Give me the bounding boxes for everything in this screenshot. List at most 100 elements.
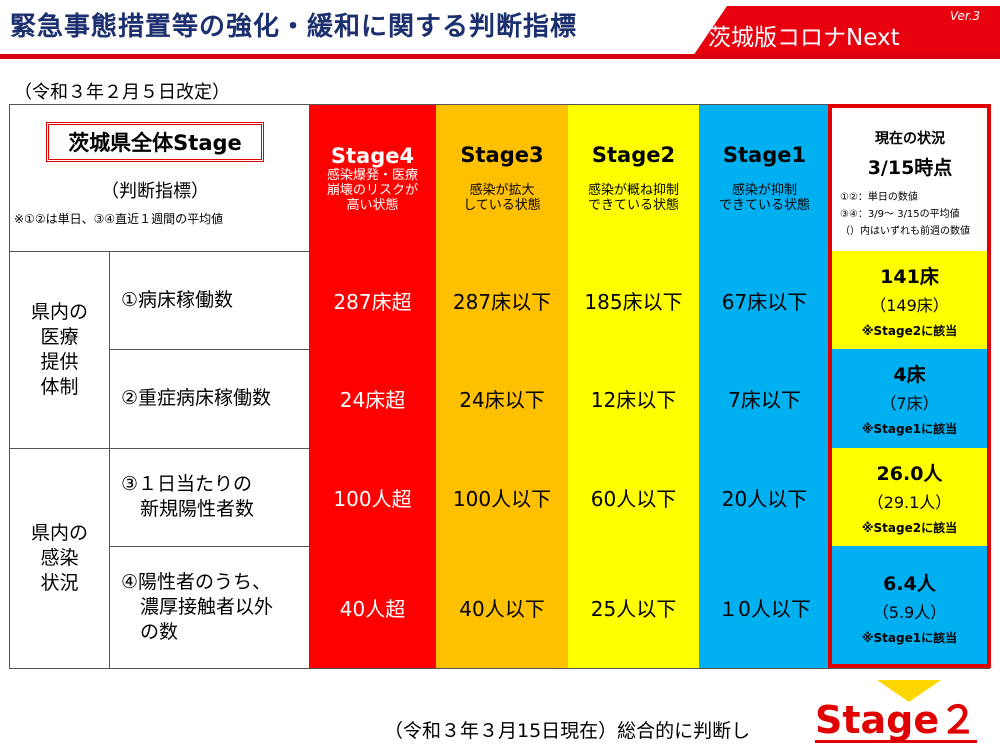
stage1-desc-line: 感染が抑制 (731, 183, 797, 198)
threshold-value: 287床超 (333, 289, 412, 314)
stage2-desc-line: 感染が概ね抑制 (587, 183, 679, 198)
threshold-value: 40人以下 (459, 596, 545, 621)
value-cell-stage3: 40人以下 (436, 546, 569, 669)
brand-version: Ver.3 (950, 9, 981, 23)
row-label-new-positives: ③１日当たりの 新規陽性者数 (109, 448, 310, 547)
group-label-line: 感染 (40, 546, 79, 569)
threshold-value: 100人超 (333, 486, 412, 511)
threshold-value: 40人超 (339, 596, 406, 621)
value-cell-stage2: 185床以下 (568, 251, 700, 350)
group-label-line: 県内の (30, 521, 88, 544)
stage3-desc-line: 感染が拡大 (469, 183, 535, 198)
value-cell-stage1: １0人以下 (699, 546, 831, 669)
current-stage-note: ※Stage2に該当 (861, 520, 958, 535)
average-note: ※①②は単日、③④直近１週間の平均値 (14, 212, 224, 226)
stage2-desc-line: できている状態 (587, 198, 679, 213)
row-label-line: 濃厚接触者以外 (121, 595, 274, 618)
previous-week-value: （7床） (880, 394, 939, 413)
threshold-value: １0人以下 (718, 596, 811, 621)
group-label-line: 県内の (30, 300, 88, 323)
current-value-cell: 26.0人 （29.1人） ※Stage2に該当 (830, 448, 990, 547)
group-infection-status: 県内の 感染 状況 (9, 448, 110, 669)
stage3-name: Stage3 (460, 143, 544, 167)
prefecture-stage-label: 茨城県全体Stage (46, 122, 264, 162)
revision-date: （令和３年２月５日改定） (14, 82, 230, 103)
threshold-value: 24床以下 (459, 388, 545, 412)
stage4-header: Stage4 感染爆発・医療 崩壊のリスクが 高い状態 (309, 104, 437, 252)
previous-week-value: （149床） (870, 295, 949, 315)
threshold-value: 185床以下 (584, 289, 683, 314)
current-value-cell: 4床 （7床） ※Stage1に該当 (830, 349, 990, 449)
current-stage-note: ※Stage1に該当 (861, 422, 958, 436)
current-value-cell: 141床 （149床） ※Stage2に該当 (830, 251, 990, 350)
stage3-desc-line: している状態 (463, 198, 541, 213)
current-value-cell: 6.4人 （5.9人） ※Stage1に該当 (830, 546, 990, 669)
group-medical-system: 県内の 医療 提供 体制 (9, 251, 110, 449)
value-cell-stage4: 24床超 (309, 349, 437, 449)
stage1-name: Stage1 (722, 143, 807, 167)
threshold-value: 12床以下 (590, 388, 677, 412)
row-label-non-contact-positives: ④陽性者のうち、 濃厚接触者以外 の数 (109, 546, 310, 669)
current-status-note: ①②：単日の数値 (840, 192, 918, 203)
down-arrow-icon (877, 680, 941, 702)
stage4-desc-line: 崩壊のリスクが (326, 182, 418, 198)
group-label-line: 提供 (40, 350, 79, 373)
current-status-date: 3/15時点 (867, 157, 953, 179)
stage4-desc-line: 感染爆発・医療 (326, 167, 418, 183)
criteria-label: （判断指標） (101, 181, 209, 202)
group-label-line: 状況 (40, 571, 79, 594)
current-value: 4床 (893, 364, 926, 386)
stage4-name: Stage4 (330, 143, 415, 168)
stage1-desc-line: できている状態 (718, 198, 810, 213)
row-label-line: の数 (121, 620, 179, 643)
threshold-value: 7床以下 (728, 388, 801, 412)
page-title: 緊急事態措置等の強化・緩和に関する判断指標 (10, 12, 578, 42)
stage1-header: Stage1 感染が抑制 できている状態 (699, 104, 831, 252)
current-status-highlight-frame (828, 104, 991, 668)
row-label-line: ④陽性者のうち、 (121, 570, 272, 593)
stage2-name: Stage2 (591, 143, 676, 167)
threshold-value: 24床超 (339, 388, 406, 412)
threshold-value: 25人以下 (590, 596, 677, 621)
current-status-note: （）内はいずれも前週の数値 (840, 226, 970, 237)
threshold-value: 287床以下 (452, 289, 552, 314)
value-cell-stage3: 287床以下 (436, 251, 569, 350)
value-cell-stage1: 67床以下 (699, 251, 831, 350)
row-label-bed-occupancy: ①病床稼働数 (109, 251, 310, 350)
previous-week-value: （29.1人） (867, 492, 952, 512)
threshold-value: 67床以下 (721, 289, 808, 314)
value-cell-stage2: 12床以下 (568, 349, 700, 449)
row-label-line: ②重症病床稼働数 (121, 387, 272, 409)
brand-banner (693, 6, 1000, 56)
value-cell-stage4: 287床超 (309, 251, 437, 350)
current-stage-note: ※Stage1に該当 (861, 630, 958, 645)
value-cell-stage3: 24床以下 (436, 349, 569, 449)
value-cell-stage1: 20人以下 (699, 448, 831, 547)
current-value: 141床 (880, 265, 939, 288)
stage4-desc-line: 高い状態 (346, 197, 399, 213)
brand-logo-text: 茨城版コロナNext (708, 25, 900, 51)
value-cell-stage1: 7床以下 (699, 349, 831, 449)
current-value: 6.4人 (883, 572, 936, 595)
group-label-line: 体制 (40, 375, 79, 398)
current-status-title: 現在の状況 (875, 131, 945, 147)
row-label-line: ①病床稼働数 (121, 288, 234, 311)
threshold-value: 100人以下 (452, 486, 552, 511)
row-label-line: ③１日当たりの (121, 473, 253, 495)
previous-week-value: （5.9人） (872, 602, 947, 622)
group-label-line: 医療 (40, 325, 79, 348)
header-divider (0, 54, 1000, 59)
stage3-header: Stage3 感染が拡大 している状態 (436, 104, 569, 252)
current-stage-note: ※Stage2に該当 (861, 323, 958, 338)
value-cell-stage3: 100人以下 (436, 448, 569, 547)
row-label-severe-bed-occupancy: ②重症病床稼働数 (109, 349, 310, 449)
stage2-header: Stage2 感染が概ね抑制 できている状態 (568, 104, 700, 252)
threshold-value: 60人以下 (590, 486, 677, 511)
value-cell-stage2: 25人以下 (568, 546, 700, 669)
overall-stage: Stage２ (815, 698, 978, 743)
row-label-line: 新規陽性者数 (121, 498, 255, 520)
overall-summary-text: （令和３年３月15日現在）総合的に判断し (384, 720, 751, 742)
current-status-note: ③④：3/9～ 3/15の平均値 (840, 209, 960, 220)
threshold-value: 20人以下 (721, 486, 808, 511)
value-cell-stage4: 100人超 (309, 448, 437, 547)
